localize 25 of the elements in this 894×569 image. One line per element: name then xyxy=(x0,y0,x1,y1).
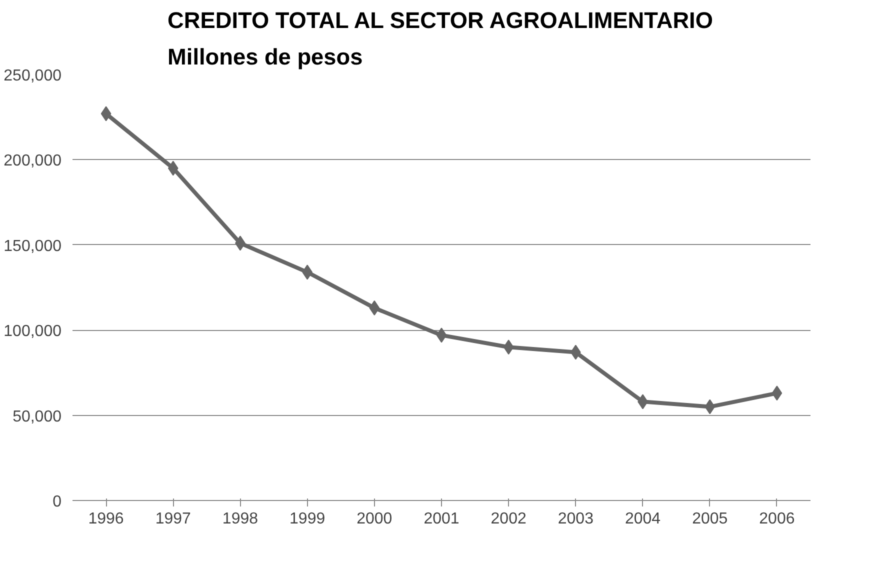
x-tick-label: 2002 xyxy=(490,510,526,528)
x-tick-label: 1998 xyxy=(222,510,258,528)
point xyxy=(503,340,514,355)
y-tick-label: 0 xyxy=(52,494,62,510)
x-tick-label: 1999 xyxy=(290,510,326,528)
point xyxy=(168,160,178,176)
y-tick-label: 50,000 xyxy=(12,408,62,426)
x-tick-label: 2001 xyxy=(424,510,460,528)
x-tick-label: 2003 xyxy=(558,510,594,528)
chart-title: CREDITO TOTAL AL SECTOR AGROALIMENTARIO Millones de pesos xyxy=(168,7,713,70)
point xyxy=(772,386,782,401)
y-tick-label: 100,000 xyxy=(4,323,62,340)
point xyxy=(369,300,380,316)
x-tick-label: 2004 xyxy=(624,510,661,528)
x-tick-label: 2005 xyxy=(692,510,728,528)
x-tick-label: 1996 xyxy=(88,510,124,528)
y-tick-label: 250,000 xyxy=(4,68,62,84)
x-tick-label: 2006 xyxy=(759,510,795,528)
y-tick-label: 200,000 xyxy=(4,152,62,170)
x-tick-label: 2000 xyxy=(356,510,392,528)
point xyxy=(100,106,112,122)
x-tick-label: 1997 xyxy=(155,510,192,528)
point xyxy=(704,399,716,414)
y-tick-label: 150,000 xyxy=(4,238,62,255)
point xyxy=(436,328,447,343)
